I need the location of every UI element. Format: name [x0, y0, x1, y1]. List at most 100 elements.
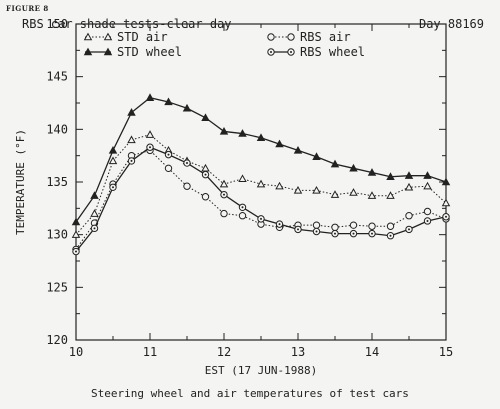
data-point-rbs-air: [183, 182, 191, 190]
legend-marker: [83, 32, 93, 41]
legend-item-std-wheel: STD wheel: [83, 45, 182, 59]
data-point-rbs-wheel-dot: [112, 186, 114, 189]
data-point-std-wheel: [164, 97, 173, 106]
data-point-rbs-wheel-dot: [223, 193, 225, 196]
data-point-std-air: [145, 130, 155, 138]
data-point-std-wheel: [219, 127, 229, 135]
data-point-rbs-air: [405, 212, 413, 220]
legend-label: STD air: [117, 30, 168, 44]
data-point-std-air: [108, 156, 118, 165]
data-point-std-air: [219, 179, 229, 188]
data-point-rbs-wheel-dot: [371, 232, 373, 235]
x-tick-label: 14: [365, 345, 379, 359]
data-point-rbs-wheel-dot: [204, 173, 207, 176]
data-point-rbs-wheel-dot: [297, 228, 299, 231]
legend-item-std-air: STD air: [83, 30, 168, 44]
data-point-std-air: [330, 190, 340, 198]
data-point-std-air: [127, 135, 136, 144]
data-point-rbs-air: [386, 222, 395, 230]
data-point-std-wheel: [404, 171, 414, 179]
data-point-std-air: [293, 185, 303, 194]
data-point-std-wheel: [275, 139, 284, 148]
y-tick-label: 145: [46, 70, 68, 84]
data-point-std-air: [71, 230, 81, 238]
legend-marker: [103, 47, 113, 56]
legend-label: STD wheel: [117, 45, 182, 59]
data-point-std-wheel: [386, 172, 395, 180]
data-point-std-air: [312, 185, 321, 194]
y-tick-label: 120: [46, 333, 68, 347]
data-point-std-wheel: [108, 145, 118, 154]
data-point-std-wheel: [293, 145, 303, 154]
legend-marker-dot: [290, 51, 292, 53]
data-point-std-air: [386, 191, 395, 199]
series-layer: [71, 93, 451, 256]
data-point-rbs-wheel-dot: [445, 215, 447, 218]
data-point-rbs-wheel-dot: [278, 223, 281, 226]
figure-label: FIGURE 8: [6, 4, 49, 13]
axis-ticks: 10 11 12 13 14 15 120 125 130 135 140 145 150: [46, 17, 453, 359]
data-point-rbs-wheel-dot: [352, 232, 355, 235]
data-point-rbs-air: [331, 223, 339, 231]
legend-marker: [267, 33, 275, 41]
data-point-rbs-wheel-dot: [75, 250, 77, 253]
data-point-rbs-wheel-dot: [334, 232, 336, 235]
series-std-air: [71, 130, 451, 238]
data-point-std-wheel: [349, 163, 358, 172]
data-point-rbs-air: [220, 209, 228, 218]
data-point-rbs-wheel-dot: [389, 234, 392, 237]
data-point-std-wheel: [423, 171, 432, 179]
data-point-std-wheel: [201, 113, 210, 121]
data-point-rbs-air: [368, 222, 376, 230]
x-tick-label: 12: [217, 345, 231, 359]
data-point-std-wheel: [90, 191, 99, 199]
data-point-std-wheel: [238, 129, 247, 137]
data-point-rbs-wheel-dot: [241, 206, 244, 209]
data-point-rbs-wheel-dot: [130, 159, 133, 162]
data-point-std-air: [404, 182, 414, 191]
legend-label: RBS air: [300, 30, 351, 44]
data-point-std-wheel: [145, 93, 155, 101]
data-point-std-wheel: [256, 133, 266, 141]
legend-marker: [83, 47, 93, 56]
legend-item-rbs-wheel: RBS wheel: [267, 45, 365, 59]
chart-caption: Steering wheel and air temperatures of t…: [91, 387, 409, 400]
data-point-std-air: [201, 163, 210, 172]
data-point-std-air: [90, 209, 99, 217]
y-tick-label: 140: [46, 122, 68, 136]
data-point-rbs-air: [349, 221, 358, 229]
data-point-rbs-wheel-dot: [426, 219, 429, 222]
data-point-rbs-wheel-dot: [260, 217, 262, 220]
x-tick-label: 11: [143, 345, 157, 359]
data-point-rbs-wheel-dot: [167, 153, 170, 156]
data-point-rbs-air: [238, 212, 247, 220]
y-tick-label: 125: [46, 280, 68, 294]
legend-item-rbs-air: RBS air: [267, 30, 351, 44]
legend-marker: [287, 33, 295, 41]
chart-day-label: Day 88169: [418, 17, 484, 31]
data-point-std-air: [256, 179, 266, 188]
data-point-std-air: [367, 191, 377, 199]
data-point-rbs-wheel-dot: [315, 230, 318, 233]
data-point-std-air: [275, 181, 284, 190]
data-point-rbs-wheel-dot: [186, 162, 188, 165]
data-point-rbs-air: [201, 193, 210, 201]
data-point-std-wheel: [127, 108, 136, 116]
x-tick-label: 15: [439, 345, 453, 359]
data-point-std-air: [349, 188, 358, 196]
data-point-std-air: [423, 181, 432, 190]
data-point-std-air: [238, 174, 247, 183]
data-point-std-wheel: [312, 152, 321, 160]
series-std-wheel: [71, 93, 451, 226]
series-rbs-wheel: [72, 143, 450, 256]
data-point-std-wheel: [330, 159, 340, 168]
data-point-std-wheel: [182, 103, 192, 112]
data-point-rbs-air: [423, 207, 432, 216]
data-point-std-wheel: [71, 217, 81, 226]
legend-label: RBS wheel: [300, 45, 365, 59]
x-axis-label: EST (17 JUN-1988): [205, 364, 318, 377]
x-tick-label: 10: [69, 345, 83, 359]
legend-marker: [103, 32, 113, 41]
x-tick-label: 13: [291, 345, 305, 359]
